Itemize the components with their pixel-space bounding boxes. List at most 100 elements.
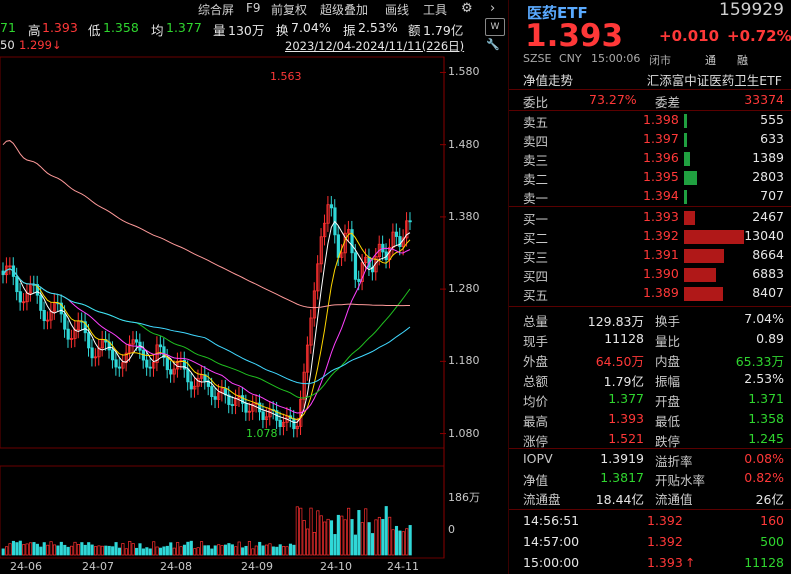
volume-bar — [375, 520, 377, 555]
amount-label: 额 — [408, 20, 421, 39]
nav-trend-tab[interactable]: 净值走势 — [523, 70, 573, 89]
candle-body — [40, 295, 42, 310]
candle-body — [60, 303, 62, 314]
ask-label: 卖一 — [523, 188, 548, 207]
volume-bar — [334, 534, 336, 555]
detail-value-2: 65.33万 — [736, 351, 784, 370]
candle-body — [231, 405, 233, 406]
nav-value-2: 26亿 — [756, 489, 784, 508]
volume-bar — [354, 535, 356, 555]
candle-body — [337, 235, 339, 258]
volume-bar — [36, 544, 38, 555]
toolbar-f9[interactable]: F9 — [246, 1, 261, 15]
toolbar-tools[interactable]: 工具 — [423, 1, 447, 18]
volume-bar — [252, 549, 254, 555]
volume-bar — [310, 508, 312, 555]
settings-icon[interactable]: ⚙ — [461, 1, 473, 16]
toolbar-draw[interactable]: 画线 — [385, 1, 409, 18]
wrench-icon[interactable]: 🔧 — [486, 38, 500, 51]
candle-body — [187, 369, 189, 382]
detail-value: 1.393 — [608, 411, 644, 426]
chart-toolbar: 综合屏 F9 前复权 超级叠加 画线 工具 ⚙ › — [0, 0, 508, 18]
fund-code: 159929 — [719, 0, 784, 20]
ask-volume: 2803 — [752, 169, 784, 184]
volume-bar — [382, 519, 384, 555]
volume-bar — [91, 545, 93, 555]
range-period[interactable]: 2023/12/04-2024/11/11(226日) — [285, 38, 464, 54]
ma60-line — [3, 269, 410, 384]
bid-label: 买四 — [523, 266, 548, 285]
bid-volume-bar — [684, 287, 723, 301]
x-axis-tick: 24-10 — [320, 560, 352, 573]
y-axis-tick: 1.280 — [448, 282, 480, 295]
vol-tick-max: 186万 — [448, 489, 480, 505]
bid-price: 1.392 — [643, 228, 679, 243]
chevron-right-icon[interactable]: › — [490, 1, 495, 16]
volume-bar — [313, 532, 315, 555]
window-icon[interactable]: W — [485, 18, 505, 36]
bid-label: 买一 — [523, 209, 548, 228]
kline-chart-pane[interactable]: 综合屏 F9 前复权 超级叠加 画线 工具 ⚙ › 71 高 1.393 低 1… — [0, 0, 508, 574]
detail-label-2: 换手 — [655, 311, 680, 330]
tick-row: 15:00:00 1.393 11128 ↑ — [509, 554, 791, 573]
volume-bar — [361, 523, 363, 555]
ask-volume-bar — [684, 114, 687, 128]
detail-label: 均价 — [523, 391, 548, 410]
volume-frame — [0, 466, 444, 558]
volume-bar — [344, 520, 346, 555]
candle-body — [170, 370, 172, 374]
bid-volume: 8664 — [752, 247, 784, 262]
candle-body — [217, 393, 219, 400]
candlestick-chart[interactable] — [0, 0, 508, 574]
volume-bar — [197, 548, 199, 555]
detail-row: 现手 11128 量比 0.89 — [509, 330, 791, 349]
avg-label: 均 — [151, 20, 164, 39]
volume-bar — [9, 544, 11, 555]
nav-row: 流通盘 18.44亿 流通值 26亿 — [509, 488, 791, 507]
tick-price: 1.393 — [647, 555, 683, 570]
candle-body — [252, 404, 254, 411]
candle-body — [224, 389, 226, 395]
volume-bar — [341, 516, 343, 555]
detail-label-2: 最低 — [655, 411, 680, 430]
volume-bar — [327, 519, 329, 555]
bid-price: 1.393 — [643, 209, 679, 224]
nav-value-2: 0.08% — [744, 451, 784, 466]
candle-body — [50, 311, 52, 320]
volume-bar — [26, 544, 28, 555]
candle-body — [88, 333, 90, 348]
nav-label: IOPV — [523, 451, 553, 466]
toolbar-composite[interactable]: 综合屏 — [198, 1, 234, 18]
last-price: 1.393 — [525, 18, 623, 54]
fund-fullname: 汇添富中证医药卫生ETF — [647, 70, 782, 89]
candle-body — [176, 361, 178, 369]
volume-bar — [142, 549, 144, 555]
ask-volume: 555 — [760, 112, 784, 127]
volume-bar — [402, 532, 404, 555]
volume-bar — [248, 541, 250, 555]
toolbar-forward-adjust[interactable]: 前复权 — [271, 1, 307, 18]
ask-price: 1.398 — [643, 112, 679, 127]
detail-label-2: 量比 — [655, 331, 680, 350]
candle-body — [200, 375, 202, 379]
candle-body — [64, 314, 66, 329]
candle-body — [276, 411, 278, 421]
vol-label: 量 — [213, 20, 226, 39]
volume-bar — [132, 544, 134, 555]
volume-bar — [378, 517, 380, 555]
candle-body — [303, 372, 305, 399]
candle-body — [142, 350, 144, 360]
y-axis-tick: 1.080 — [448, 427, 480, 440]
candle-body — [5, 266, 7, 275]
candle-body — [248, 411, 250, 412]
nav-row: 净值 1.3817 开贴水率 0.82% — [509, 469, 791, 488]
bid-price: 1.389 — [643, 285, 679, 300]
ask-row: 卖一 1.394 707 — [509, 187, 791, 206]
ask-row: 卖二 1.395 2803 — [509, 168, 791, 187]
candle-body — [279, 420, 281, 426]
candle-body — [334, 208, 336, 235]
volume-bar — [235, 547, 237, 555]
candle-body — [211, 387, 213, 397]
toolbar-overlay[interactable]: 超级叠加 — [320, 1, 368, 18]
volume-bar — [395, 526, 397, 555]
